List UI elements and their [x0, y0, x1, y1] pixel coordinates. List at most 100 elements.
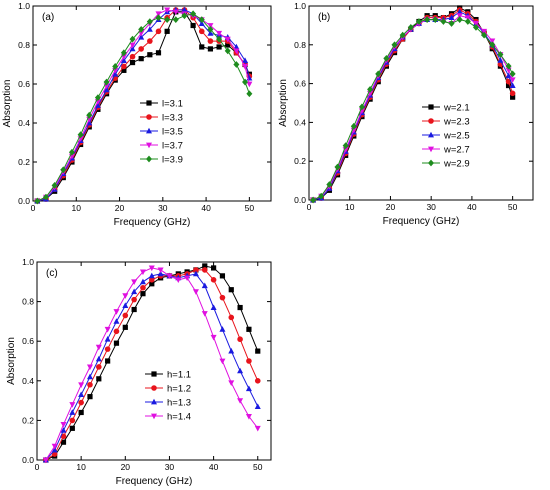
- data-point: [103, 78, 110, 86]
- data-point: [122, 293, 129, 299]
- data-point: [129, 42, 136, 49]
- series-5: [310, 16, 516, 204]
- data-point: [237, 336, 243, 343]
- data-point: [190, 22, 196, 29]
- data-point: [509, 70, 516, 78]
- data-point: [198, 20, 205, 26]
- data-point: [237, 398, 244, 404]
- y-tick-label: 0.0: [22, 455, 34, 465]
- y-tick-label: 0.0: [294, 195, 306, 205]
- data-point: [472, 23, 479, 31]
- x-tick-label: 40: [209, 462, 219, 472]
- data-point: [121, 67, 127, 73]
- data-point: [228, 380, 235, 386]
- series-line: [45, 265, 259, 461]
- y-tick-label: 1.0: [18, 1, 30, 11]
- data-point: [210, 277, 217, 283]
- data-point: [219, 358, 226, 365]
- y-tick-label: 0.8: [22, 297, 34, 307]
- data-point: [448, 14, 455, 21]
- data-point: [440, 18, 447, 25]
- legend-marker: [428, 118, 434, 124]
- data-point: [237, 304, 243, 311]
- legend-label: h=1.4: [167, 412, 191, 423]
- series-line: [312, 19, 514, 201]
- data-point: [198, 16, 205, 24]
- data-point: [138, 30, 145, 37]
- data-point: [245, 414, 252, 420]
- x-tick-label: 10: [76, 462, 86, 472]
- data-point: [138, 56, 144, 62]
- data-point: [456, 13, 463, 19]
- plot-frame: [36, 261, 272, 461]
- y-tick-label: 0.2: [22, 415, 34, 425]
- y-tick-label: 0.4: [18, 118, 30, 128]
- data-point: [51, 451, 58, 457]
- legend-label: h=1.1: [167, 370, 191, 381]
- legend-marker: [151, 398, 157, 405]
- data-point: [219, 294, 226, 301]
- x-tick-label: 40: [467, 202, 477, 212]
- data-point: [78, 399, 84, 406]
- y-axis-title: Absorption: [278, 79, 289, 127]
- data-point: [138, 26, 145, 33]
- data-point: [96, 364, 102, 370]
- legend-label: l=3.7: [162, 141, 183, 152]
- data-point: [233, 61, 240, 68]
- data-point: [104, 326, 111, 333]
- data-point: [219, 326, 226, 332]
- data-point: [148, 272, 155, 279]
- data-point: [432, 16, 439, 23]
- data-point: [129, 59, 136, 66]
- data-point: [207, 23, 214, 29]
- data-point: [216, 30, 223, 37]
- panel-label: (c): [46, 268, 58, 279]
- data-point: [122, 324, 128, 330]
- x-tick-label: 0: [35, 462, 40, 472]
- data-point: [342, 142, 349, 150]
- panel-label: (b): [318, 12, 330, 23]
- chart-panel-3: 0 10 20 30 40 50 0.0 0.2 0.4 0.6 0.8 1.0 Frequency (…: [6, 257, 272, 487]
- data-point: [198, 28, 205, 35]
- series-line: [45, 269, 259, 461]
- legend-marker: [146, 100, 152, 106]
- data-point: [246, 81, 253, 88]
- data-point: [138, 34, 145, 40]
- data-point: [497, 57, 504, 63]
- data-point: [113, 309, 120, 315]
- data-point: [246, 358, 252, 364]
- data-point: [113, 318, 120, 324]
- y-tick-label: 0.6: [294, 79, 306, 89]
- data-point: [86, 119, 93, 126]
- data-point: [95, 344, 102, 351]
- data-point: [164, 7, 171, 14]
- data-point: [472, 21, 479, 27]
- x-axis-title: Frequency (GHz): [383, 216, 460, 227]
- data-point: [391, 41, 398, 49]
- data-point: [140, 291, 146, 297]
- data-point: [509, 82, 516, 88]
- plot-frame: [32, 5, 272, 202]
- legend-marker: [146, 114, 152, 120]
- data-point: [68, 148, 75, 156]
- y-tick-label: 0.8: [294, 40, 306, 50]
- legend-marker: [428, 131, 434, 138]
- data-point: [201, 267, 208, 273]
- legend-marker: [151, 385, 157, 391]
- data-point: [69, 417, 76, 424]
- data-point: [192, 289, 199, 295]
- series-line: [45, 267, 259, 461]
- legend: h=1.1 h=1.2 h=1.3 h=1.4: [145, 370, 191, 423]
- data-point: [216, 35, 223, 43]
- legend: w=2.1 w=2.3 w=2.5 w=2.7 w=2.9: [422, 103, 470, 170]
- series-line: [312, 9, 514, 201]
- data-point: [60, 433, 67, 440]
- data-point: [497, 51, 504, 58]
- data-point: [207, 38, 214, 44]
- legend-label: h=1.2: [167, 384, 191, 395]
- data-point: [138, 46, 144, 52]
- data-point: [60, 166, 67, 174]
- legend-marker: [151, 371, 157, 377]
- data-point: [157, 270, 164, 277]
- y-tick-label: 1.0: [294, 1, 306, 11]
